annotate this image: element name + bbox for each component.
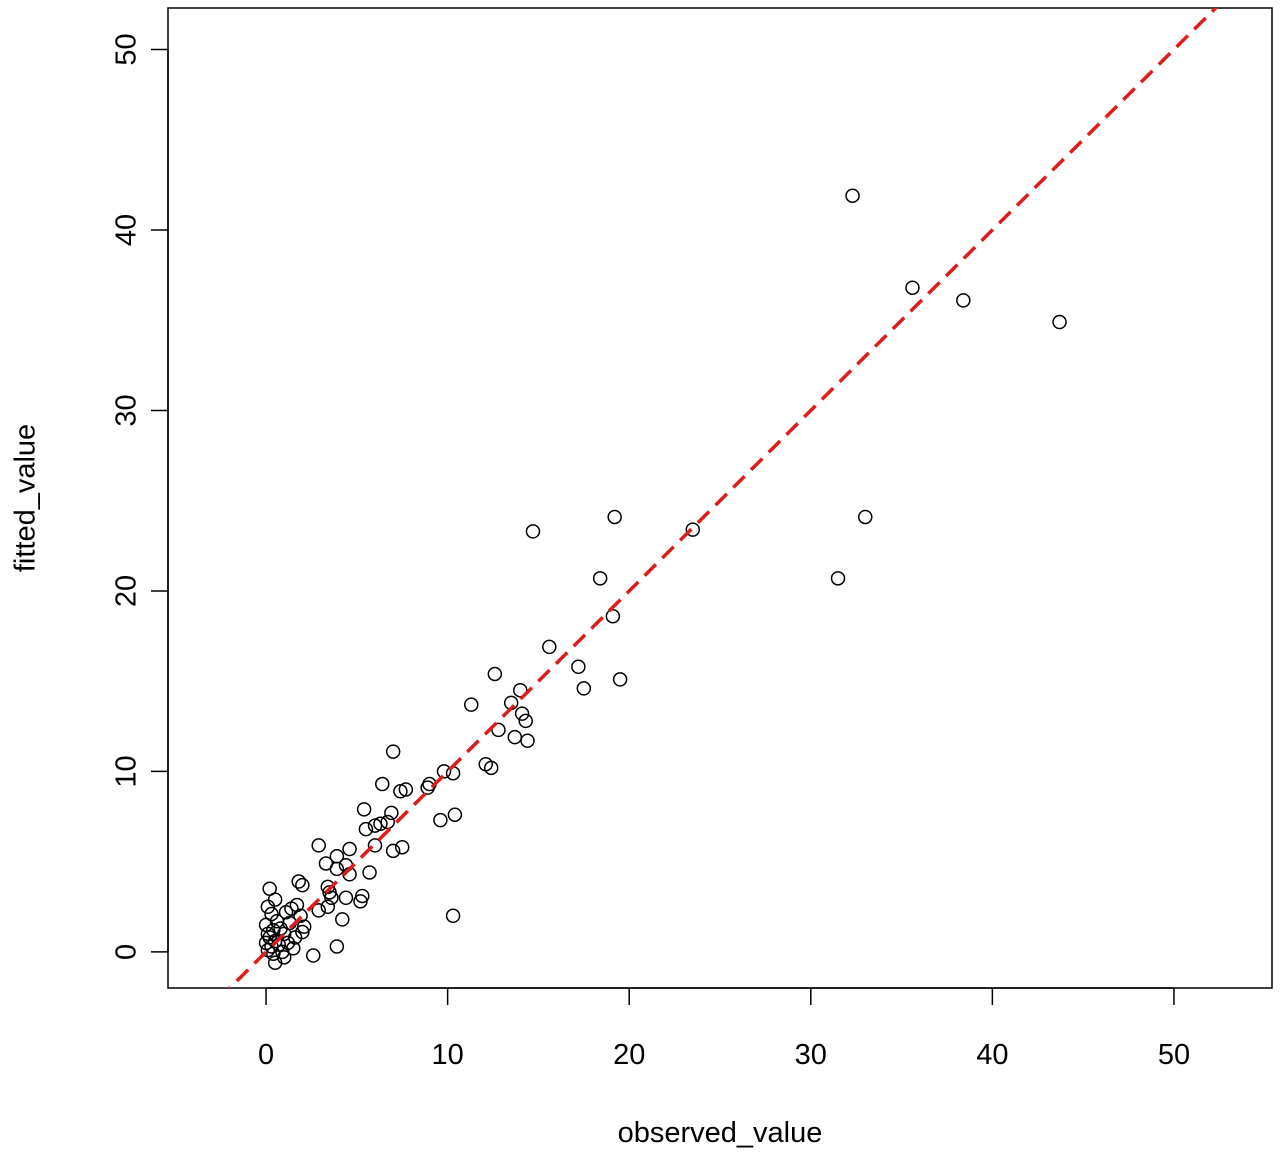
- reference-line: [227, 8, 1219, 988]
- data-point: [267, 955, 283, 970]
- data-point: [525, 524, 541, 539]
- data-point: [385, 744, 401, 759]
- data-point: [367, 838, 383, 853]
- data-point: [1052, 314, 1067, 330]
- data-point: [956, 293, 971, 308]
- data-point: [518, 713, 533, 729]
- data-point: [605, 608, 621, 624]
- x-tick-label: 50: [1158, 1039, 1190, 1071]
- data-point: [858, 509, 873, 525]
- data-point: [356, 802, 372, 817]
- data-point: [445, 908, 461, 924]
- data-point: [463, 697, 479, 712]
- data-point: [447, 807, 463, 822]
- y-axis-title: fitted_value: [10, 424, 42, 572]
- data-point: [483, 760, 499, 776]
- data-point: [311, 838, 326, 853]
- data-point: [367, 818, 383, 833]
- y-tick-label: 30: [111, 394, 143, 426]
- data-point: [420, 780, 435, 795]
- data-points: [258, 188, 1067, 970]
- data-point: [291, 874, 306, 889]
- data-point: [295, 924, 310, 940]
- y-tick-label: 0: [111, 944, 143, 960]
- plot-frame: [167, 7, 1273, 989]
- data-point: [266, 946, 281, 961]
- data-point: [491, 722, 506, 738]
- data-point: [306, 948, 321, 963]
- data-point: [342, 841, 357, 857]
- data-point: [295, 877, 310, 893]
- x-tick-label: 20: [613, 1039, 645, 1071]
- data-point: [607, 509, 622, 525]
- data-point: [571, 659, 586, 674]
- data-point: [335, 912, 350, 927]
- x-axis-title: observed_value: [618, 1117, 823, 1149]
- data-point: [320, 899, 336, 915]
- y-tick-label: 50: [111, 33, 143, 65]
- data-point: [520, 733, 535, 748]
- x-tick-label: 0: [258, 1039, 274, 1071]
- data-point: [845, 188, 860, 203]
- data-point: [513, 682, 528, 698]
- data-point: [436, 764, 452, 779]
- data-point: [362, 865, 377, 880]
- data-point: [393, 784, 408, 799]
- data-point: [278, 904, 294, 920]
- x-tick-label: 10: [431, 1039, 463, 1071]
- data-point: [394, 839, 410, 855]
- data-point: [507, 729, 523, 745]
- data-point: [338, 890, 354, 906]
- data-point: [514, 706, 530, 721]
- y-axis: 0 10 20 30 40 50: [111, 33, 169, 960]
- data-point: [685, 522, 701, 537]
- x-tick-label: 40: [976, 1039, 1008, 1071]
- data-point: [830, 571, 846, 586]
- x-axis: 0 10 20 30 40 50: [258, 987, 1190, 1071]
- x-tick-label: 30: [795, 1039, 827, 1071]
- data-point: [358, 821, 374, 837]
- data-point: [612, 672, 628, 687]
- data-point: [445, 765, 461, 781]
- data-point: [576, 681, 592, 696]
- y-tick-label: 40: [111, 214, 143, 246]
- data-point: [329, 861, 345, 877]
- data-point: [329, 939, 345, 954]
- data-point: [324, 890, 339, 906]
- data-point: [260, 899, 276, 915]
- data-point: [384, 805, 399, 821]
- data-point: [385, 843, 401, 859]
- y-tick-label: 10: [111, 755, 143, 787]
- data-point: [267, 892, 283, 907]
- data-point: [905, 280, 920, 295]
- data-point: [487, 666, 503, 682]
- data-point: [375, 776, 390, 792]
- data-point: [287, 930, 303, 945]
- data-point: [353, 894, 368, 909]
- data-point: [592, 571, 608, 586]
- data-point: [286, 941, 301, 956]
- data-point: [433, 812, 448, 828]
- data-point: [311, 903, 326, 918]
- data-point: [542, 639, 557, 655]
- y-tick-label: 20: [111, 575, 143, 607]
- data-point: [293, 908, 308, 924]
